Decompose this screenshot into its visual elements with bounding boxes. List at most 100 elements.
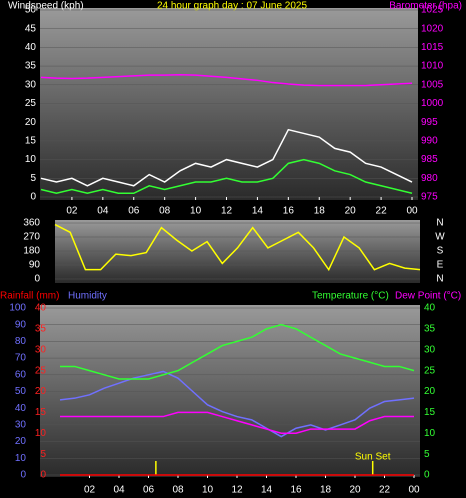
chart-title: 24 hour graph day : 07 June 2025	[157, 1, 308, 12]
y-tick-label: 30	[15, 420, 27, 431]
y-tick-label: 0	[20, 470, 26, 481]
y-tick-label: 360	[23, 218, 40, 229]
y-tick-label: 70	[15, 353, 27, 364]
y-tick-label: 40	[424, 303, 436, 314]
y-tick-label: 5	[424, 449, 430, 460]
y-tick-label: 5	[30, 173, 36, 184]
x-tick-label: 06	[128, 206, 140, 217]
y-tick-label: 50	[25, 5, 37, 16]
y-tick-label: 0	[424, 470, 430, 481]
series-line	[40, 128, 413, 187]
series-line	[40, 73, 413, 87]
y-tick-label: N	[436, 218, 443, 229]
y-tick-label: 90	[29, 260, 41, 271]
y-tick-label: 15	[35, 407, 47, 418]
x-tick-label: 16	[283, 206, 295, 217]
series-line	[54, 223, 421, 272]
x-tick-label: 00	[408, 485, 420, 496]
y-tick-label: S	[437, 246, 444, 257]
x-tick-label: 22	[376, 206, 388, 217]
y-tick-label: 1000	[421, 98, 444, 109]
y-tick-label: 1020	[421, 23, 444, 34]
y-tick-label: 1025	[421, 5, 444, 16]
y-tick-label: 0	[34, 274, 40, 285]
panel-bg	[55, 220, 420, 283]
x-tick-label: 04	[113, 485, 125, 496]
y-tick-label: 5	[40, 449, 46, 460]
y-tick-label: 45	[25, 23, 37, 34]
y-tick-label: 15	[25, 136, 37, 147]
legend-label: Temperature (°C)	[312, 291, 389, 302]
x-tick-label: 04	[97, 206, 109, 217]
x-tick-label: 16	[290, 485, 302, 496]
y-tick-label: 1015	[421, 42, 444, 53]
y-tick-label: 15	[424, 407, 436, 418]
x-tick-label: 12	[231, 485, 243, 496]
y-tick-label: 980	[421, 173, 438, 184]
x-tick-label: 08	[159, 206, 171, 217]
x-tick-label: 10	[190, 206, 202, 217]
y-tick-label: 995	[421, 117, 438, 128]
y-tick-label: 1010	[421, 61, 444, 72]
y-tick-label: 10	[424, 428, 436, 439]
x-tick-label: 02	[66, 206, 78, 217]
series-line	[60, 323, 415, 380]
axis-title: Windspeed (kph)	[8, 1, 84, 12]
x-tick-label: 02	[84, 485, 96, 496]
y-tick-label: 20	[35, 386, 47, 397]
y-tick-label: 60	[15, 369, 27, 380]
x-tick-label: 00	[406, 206, 418, 217]
y-tick-label: 0	[30, 192, 36, 203]
legend-label: Humidity	[68, 291, 107, 302]
x-tick-label: 06	[143, 485, 155, 496]
y-tick-label: 30	[25, 79, 37, 90]
y-tick-label: N	[436, 274, 443, 285]
y-tick-label: 90	[15, 319, 27, 330]
y-tick-label: 30	[35, 344, 47, 355]
x-tick-label: 20	[345, 206, 357, 217]
y-tick-label: 25	[424, 365, 436, 376]
y-tick-label: 1005	[421, 79, 444, 90]
y-tick-label: 35	[35, 324, 47, 335]
y-tick-label: 30	[424, 344, 436, 355]
y-tick-label: 40	[15, 403, 27, 414]
y-tick-label: 25	[35, 365, 47, 376]
legend-label: Dew Point (°C)	[395, 291, 461, 302]
y-tick-label: 10	[15, 453, 27, 464]
y-tick-label: 20	[15, 436, 27, 447]
series-line	[40, 158, 413, 195]
y-tick-label: 100	[9, 303, 26, 314]
x-tick-label: 10	[202, 485, 214, 496]
panel-bg	[40, 305, 420, 477]
legend-label: Rainfall (mm)	[0, 291, 59, 302]
x-tick-label: 08	[172, 485, 184, 496]
y-tick-label: 35	[424, 324, 436, 335]
y-tick-label: 40	[35, 303, 47, 314]
series-line	[59, 370, 415, 438]
annotation: Sun Set	[355, 452, 391, 463]
y-tick-label: 40	[25, 42, 37, 53]
panel-bg	[40, 8, 418, 200]
y-tick-label: 0	[40, 470, 46, 481]
y-tick-label: 990	[421, 136, 438, 147]
series-line	[60, 411, 414, 434]
y-tick-label: 80	[15, 336, 27, 347]
x-tick-label: 20	[349, 485, 361, 496]
x-tick-label: 14	[261, 485, 273, 496]
x-tick-label: 18	[314, 206, 326, 217]
y-tick-label: 180	[23, 246, 40, 257]
x-tick-label: 12	[221, 206, 233, 217]
x-tick-label: 14	[252, 206, 264, 217]
x-tick-label: 22	[379, 485, 391, 496]
y-tick-label: 10	[35, 428, 47, 439]
y-tick-label: 20	[424, 386, 436, 397]
y-tick-label: 50	[15, 386, 27, 397]
x-tick-label: 18	[320, 485, 332, 496]
y-tick-label: 35	[25, 61, 37, 72]
y-tick-label: 20	[25, 117, 37, 128]
y-tick-label: 975	[421, 192, 438, 203]
y-tick-label: W	[435, 232, 445, 243]
y-tick-label: 10	[25, 154, 37, 165]
